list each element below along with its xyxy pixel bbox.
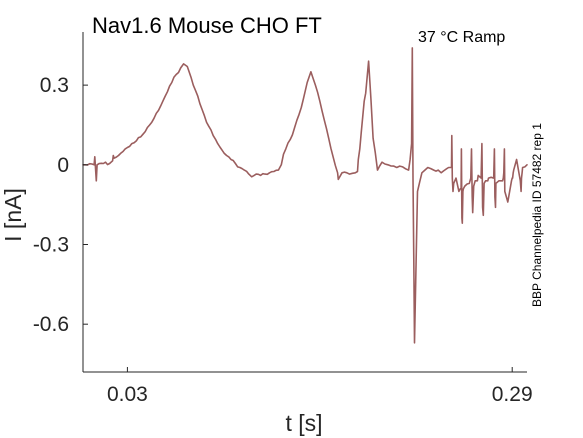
x-axis-label: t [s]	[285, 410, 322, 436]
current-trace-line	[82, 47, 528, 344]
x-tick-label: 0.03	[107, 383, 148, 406]
y-tick-label: -0.3	[33, 234, 69, 257]
chart-title: Nav1.6 Mouse CHO FT	[92, 13, 322, 38]
x-axis-ticks: 0.03 0.29	[107, 367, 533, 406]
y-axis-label: I [nA]	[0, 188, 26, 242]
condition-label: 37 °C Ramp	[418, 29, 505, 46]
y-tick-label: -0.6	[33, 313, 69, 336]
plot-area	[82, 47, 528, 344]
source-id-label: BBP Channelpedia ID 57482 rep 1	[530, 123, 544, 307]
y-tick-label: 0.3	[40, 74, 69, 97]
y-tick-label: 0	[57, 154, 69, 177]
x-tick-label: 0.29	[492, 383, 533, 406]
y-axis-ticks: 0.3 0 -0.3 -0.6	[33, 74, 88, 336]
